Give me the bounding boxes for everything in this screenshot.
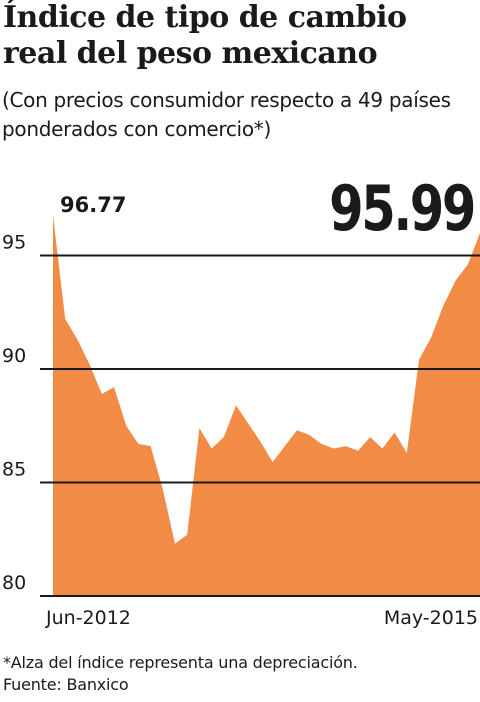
x-tick-label-start: Jun-2012 — [45, 607, 131, 629]
y-tick-label-80: 80 — [2, 572, 26, 594]
area-series — [53, 215, 480, 596]
footnote: *Alza del índice representa una deprecia… — [3, 652, 358, 696]
chart-subtitle: (Con precios consumidor respecto a 49 pa… — [2, 88, 451, 141]
x-tick-label-end: May-2015 — [384, 607, 478, 629]
first-value-label: 96.77 — [60, 193, 126, 217]
chart-title: Índice de tipo de cambio real del peso m… — [3, 0, 407, 71]
source-text: Fuente: Banxico — [3, 675, 129, 694]
y-tick-label-90: 90 — [2, 345, 26, 367]
y-tick-label-95: 95 — [2, 232, 26, 254]
footnote-text: *Alza del índice representa una deprecia… — [3, 653, 358, 672]
y-tick-label-85: 85 — [2, 459, 26, 481]
chart-area: 80 85 90 95 Jun-2012 May-2015 96.77 95.99 — [2, 174, 480, 629]
last-value-label: 95.99 — [329, 174, 474, 246]
